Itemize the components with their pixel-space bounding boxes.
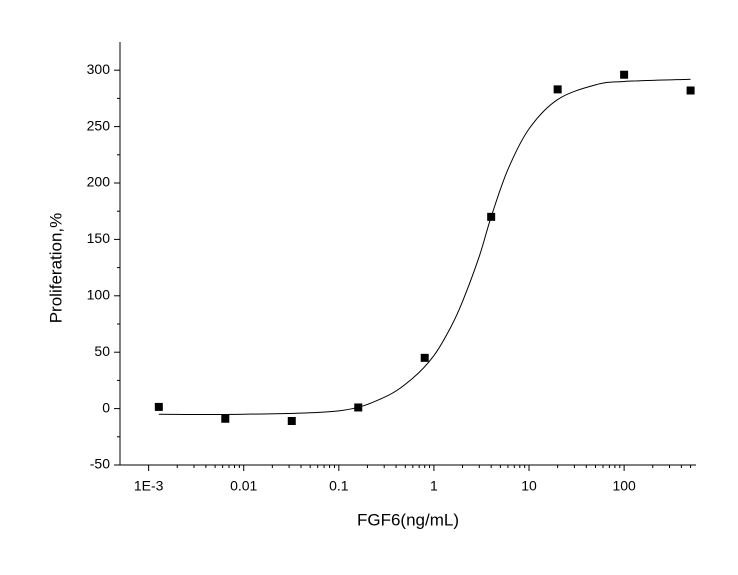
point — [420, 353, 429, 362]
y-tick-label: 0 — [102, 399, 110, 415]
point — [620, 70, 629, 79]
fit-curve — [158, 78, 691, 415]
y-tick-label: -50 — [90, 456, 110, 472]
point — [221, 414, 230, 423]
point — [287, 417, 296, 426]
point — [686, 86, 695, 95]
y-tick-label: 200 — [87, 174, 111, 190]
y-tick-label: 150 — [87, 230, 111, 246]
point — [553, 85, 562, 94]
point — [154, 402, 163, 411]
y-tick-label: 50 — [94, 343, 110, 359]
y-tick-label: 300 — [87, 61, 111, 77]
x-tick-label: 0.01 — [230, 478, 257, 494]
x-tick-label: 100 — [612, 478, 636, 494]
x-tick-label: 1E-3 — [134, 478, 164, 494]
x-axis-label: FGF6(ng/mL) — [357, 510, 459, 529]
y-tick-label: 250 — [87, 117, 111, 133]
point — [487, 212, 496, 221]
x-tick-label: 0.1 — [329, 478, 349, 494]
x-tick-label: 10 — [521, 478, 537, 494]
y-tick-label: 100 — [87, 287, 111, 303]
y-axis-label: Proliferation,% — [46, 213, 65, 324]
x-tick-label: 1 — [430, 478, 438, 494]
point — [354, 403, 363, 412]
